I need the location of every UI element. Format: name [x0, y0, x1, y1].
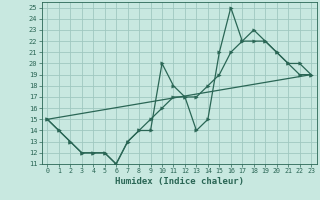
X-axis label: Humidex (Indice chaleur): Humidex (Indice chaleur) — [115, 177, 244, 186]
